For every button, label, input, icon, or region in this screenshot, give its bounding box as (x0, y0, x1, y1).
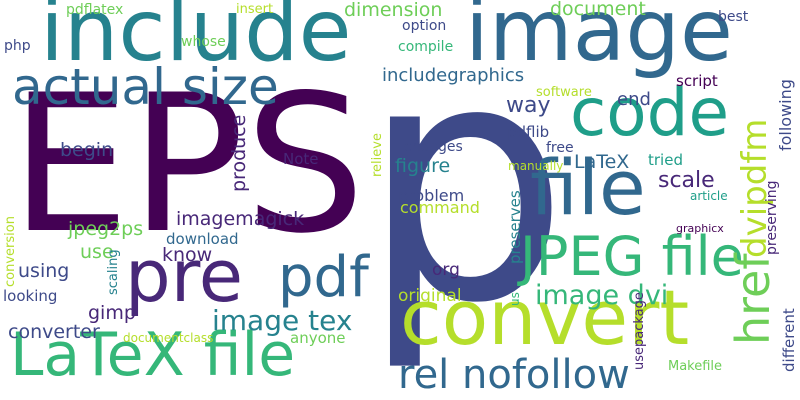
word-cloud-word: changes (404, 139, 463, 155)
word-cloud-word: imagemagick (176, 208, 305, 230)
word-cloud-word: conversion (3, 216, 18, 287)
word-cloud-word: know (162, 244, 213, 266)
word-cloud-word: jpeg2ps (68, 218, 144, 240)
word-cloud-word: using (18, 260, 70, 282)
word-cloud-word: whose (181, 34, 226, 50)
word-cloud-word: article (690, 189, 728, 203)
word-cloud-word: converter (8, 321, 100, 343)
word-cloud-word: documentclass (123, 331, 214, 345)
word-cloud-word: p (360, 0, 570, 375)
word-cloud-word: problem (398, 186, 465, 205)
word-cloud-word: code (570, 74, 730, 151)
word-cloud-word: produce (228, 114, 250, 192)
word-cloud-word: pdf (278, 245, 369, 310)
word-cloud-word: image dvi (535, 280, 669, 311)
word-cloud-word: command (400, 198, 480, 217)
word-cloud-word: option (402, 18, 447, 34)
word-cloud-word: preserving (764, 180, 780, 255)
word-cloud-word: original (398, 286, 462, 306)
word-cloud-word: scale (658, 168, 715, 193)
word-cloud-word: document (550, 0, 646, 20)
word-cloud-word: looking (3, 287, 58, 305)
word-cloud-word: href (726, 253, 780, 345)
word-cloud-word: JPEG file (520, 225, 744, 288)
word-cloud-word: pdflatex (66, 2, 124, 18)
word-cloud-word: following (776, 79, 795, 151)
word-cloud-word: free (546, 140, 574, 156)
word-cloud-word: pre (125, 234, 244, 318)
word-cloud-word: LaTeX (574, 151, 630, 173)
word-cloud-word: different (780, 308, 798, 372)
word-cloud-word: end (617, 89, 651, 110)
word-cloud-word: file (530, 143, 646, 232)
word-cloud-word: actual size (12, 58, 279, 116)
word-cloud-word: preserves (506, 190, 524, 264)
word-cloud-word: anyone (290, 329, 346, 347)
word-cloud-word: figure (395, 155, 451, 177)
word-cloud-word: dimension (344, 0, 443, 21)
word-cloud-word: download (166, 230, 239, 248)
word-cloud-word: best (718, 9, 749, 25)
word-cloud-word: compile (398, 39, 454, 55)
word-cloud-word: script (676, 72, 718, 90)
word-cloud-word: graphicx (676, 222, 724, 235)
word-cloud-word: tried (648, 151, 683, 169)
word-cloud-word: us (508, 292, 522, 306)
word-cloud-word: manually (508, 159, 564, 173)
word-cloud-word: EPS (10, 54, 366, 275)
word-cloud-word: rel nofollow (398, 352, 630, 398)
word-cloud-word: use (80, 241, 114, 263)
word-cloud-word: Note (283, 150, 319, 168)
word-cloud-word: image (465, 0, 733, 81)
word-cloud-word: include (40, 0, 352, 81)
word-cloud-word: pdflib (507, 123, 550, 141)
word-cloud-word: relieve (370, 133, 385, 177)
word-cloud-word: image tex (212, 304, 353, 337)
word-cloud-word: way (506, 93, 551, 118)
word-cloud-word: includegraphics (382, 65, 525, 86)
word-cloud-word: software (536, 85, 592, 100)
word-cloud-word: usepackage (632, 292, 647, 370)
word-cloud-word: php (4, 38, 31, 54)
word-cloud-word: gimp (88, 302, 136, 324)
word-cloud-word: Makefile (668, 359, 723, 374)
word-cloud-word: org (432, 260, 460, 280)
word-cloud-word: insert (236, 2, 274, 17)
word-cloud-word: scaling (106, 249, 121, 295)
word-cloud-word: convert (400, 273, 690, 362)
word-cloud-word: begin (60, 139, 114, 161)
word-cloud-word: LaTeX file (10, 320, 296, 390)
